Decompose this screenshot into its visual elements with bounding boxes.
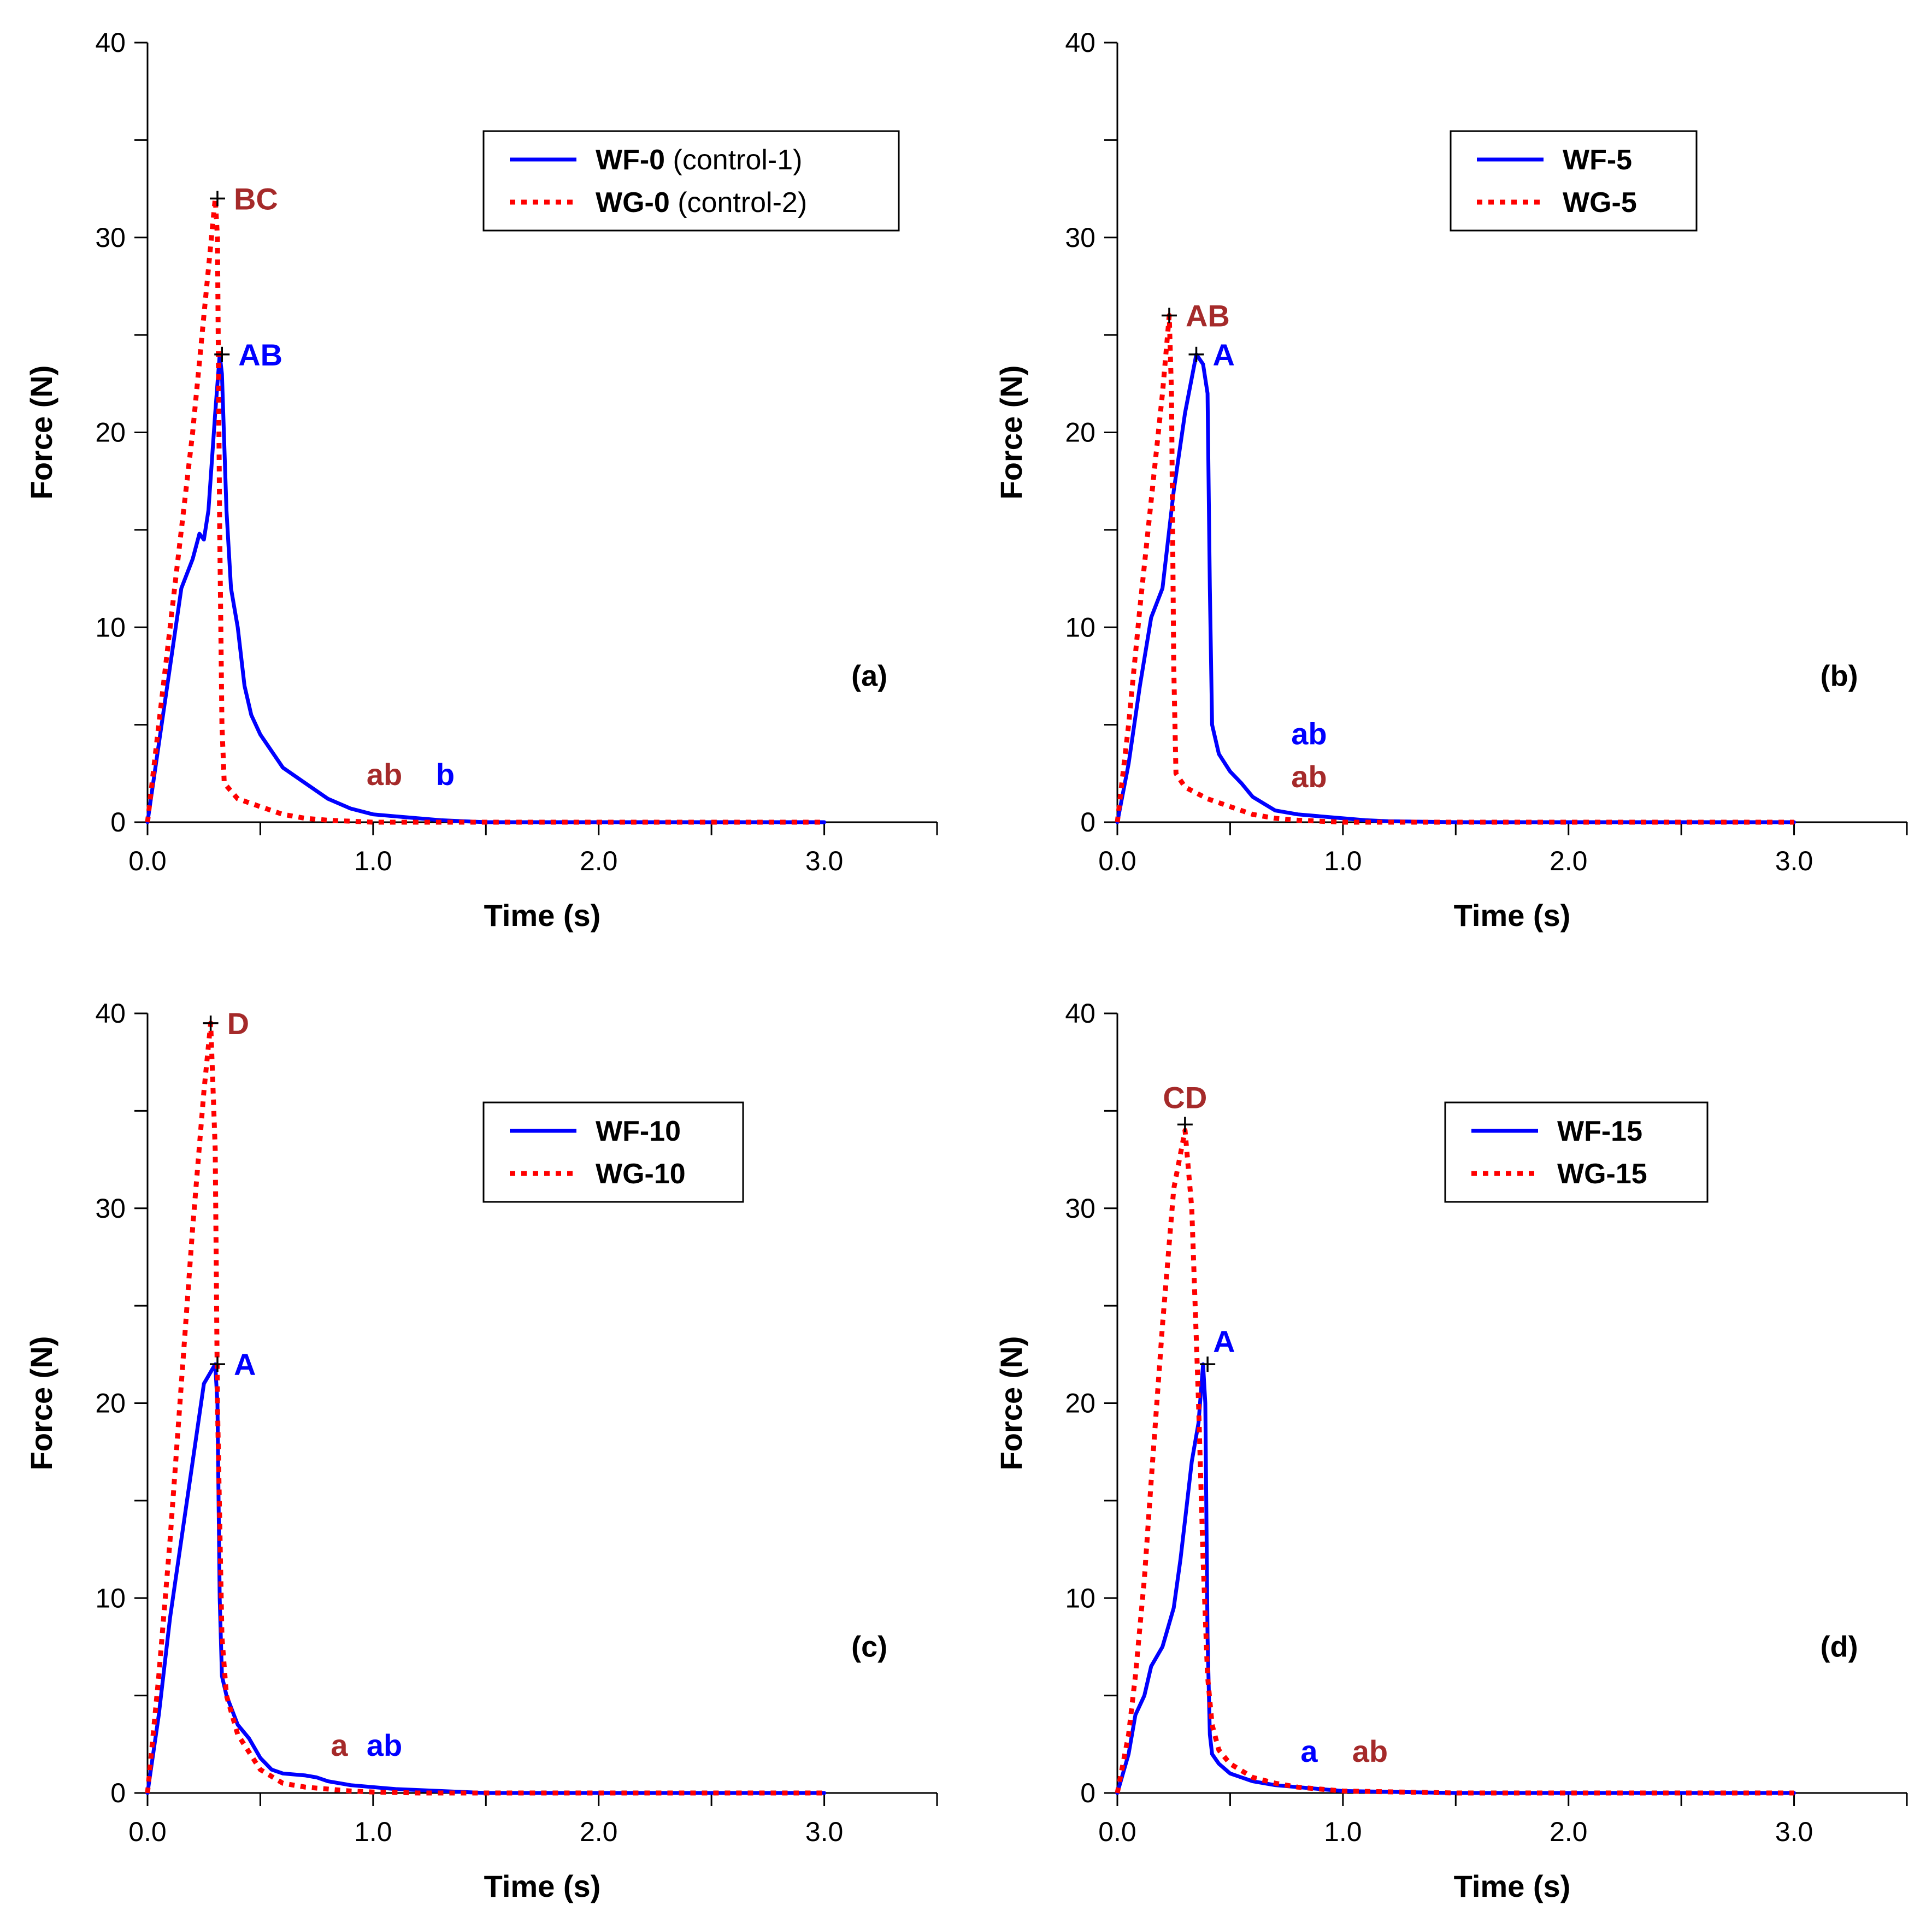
- y-tick-label: 20: [1065, 417, 1095, 448]
- x-tick-label: 3.0: [1775, 846, 1813, 876]
- significance-letter-label: ab: [367, 757, 402, 792]
- series-line-wf-10: [145, 1362, 827, 1795]
- x-tick-label: 0.0: [1098, 846, 1136, 876]
- peak-letter-label: AB: [1186, 298, 1230, 333]
- significance-letter-label: ab: [367, 1728, 402, 1762]
- y-tick-label: 30: [95, 1193, 126, 1224]
- series-line-wg-15: [1115, 1128, 1794, 1796]
- legend-box: [482, 130, 900, 232]
- x-axis-title: Time (s): [1454, 898, 1571, 933]
- panel-label: (d): [1821, 1630, 1858, 1663]
- panel-label: (a): [851, 659, 887, 692]
- legend: WF-0 (control-1) WG-0 (control-2): [482, 130, 900, 232]
- y-tick-label: 0: [110, 1778, 126, 1808]
- y-tick-label: 20: [95, 1388, 126, 1419]
- peak-letter-label: A: [234, 1347, 256, 1382]
- legend-label: WG-10: [596, 1158, 686, 1190]
- y-axis-title: Force (N): [994, 365, 1028, 500]
- x-tick-label: 2.0: [580, 846, 618, 876]
- series-line-wg-5: [1115, 312, 1794, 825]
- peak-letter-label: A: [1213, 338, 1235, 372]
- legend-label: WG-0 (control-2): [596, 187, 807, 219]
- x-tick-label: 0.0: [128, 1816, 167, 1847]
- y-tick-label: 30: [1065, 222, 1095, 253]
- y-tick-label: 0: [1080, 1778, 1095, 1808]
- y-tick-label: 10: [95, 1583, 126, 1613]
- y-tick-label: 0: [1080, 807, 1095, 837]
- series-line-wf-5: [1115, 352, 1796, 824]
- y-tick-label: 30: [1065, 1193, 1095, 1224]
- panel-label: (b): [1821, 659, 1858, 692]
- significance-letter-label: ab: [1291, 716, 1327, 751]
- series-line-wg-10: [145, 1021, 824, 1796]
- y-axis-title: Force (N): [24, 365, 58, 500]
- legend-label: WF-0 (control-1): [596, 144, 803, 176]
- series-line-wg-0: [145, 196, 824, 825]
- x-tick-label: 0.0: [1098, 1816, 1136, 1847]
- y-tick-label: 20: [95, 417, 126, 448]
- x-axis-title: Time (s): [1454, 1869, 1571, 1903]
- x-tick-label: 0.0: [128, 846, 167, 876]
- x-axis-title: Time (s): [484, 1869, 601, 1903]
- significance-letter-label: a: [1300, 1734, 1318, 1768]
- x-tick-label: 1.0: [1324, 846, 1362, 876]
- x-tick-label: 3.0: [805, 846, 844, 876]
- peak-letter-label: CD: [1163, 1080, 1207, 1114]
- legend-label: WG-5: [1563, 187, 1637, 219]
- legend: WF-5 WG-5: [1450, 130, 1698, 232]
- y-tick-label: 10: [1065, 1583, 1095, 1613]
- x-tick-label: 1.0: [1324, 1816, 1362, 1847]
- panel-d: 0 10 20 30 40 0.0 1.0 2.0 3.0 Time (s) Force (N) CD…: [994, 998, 1908, 1903]
- y-tick-label: 40: [1065, 27, 1095, 58]
- x-tick-label: 1.0: [354, 846, 392, 876]
- y-tick-label: 40: [95, 27, 126, 58]
- y-tick-label: 40: [1065, 998, 1095, 1029]
- significance-letter-label: a: [331, 1728, 348, 1762]
- peak-letter-label: AB: [238, 338, 282, 372]
- peak-letter-label: A: [1213, 1324, 1235, 1359]
- x-tick-label: 3.0: [805, 1816, 844, 1847]
- significance-letter-label: b: [436, 757, 455, 792]
- x-tick-label: 2.0: [1550, 1816, 1588, 1847]
- peak-letter-label: BC: [234, 181, 278, 216]
- legend-label: WG-15: [1557, 1158, 1647, 1190]
- x-axis-title: Time (s): [484, 898, 601, 933]
- y-tick-label: 20: [1065, 1388, 1095, 1419]
- legend: WF-10 WG-10: [482, 1101, 744, 1203]
- y-tick-label: 10: [1065, 612, 1095, 642]
- series-line-wf-15: [1115, 1362, 1796, 1795]
- series-line-wf-0: [145, 352, 827, 824]
- legend-box: [1444, 1101, 1709, 1203]
- y-tick-label: 30: [95, 222, 126, 253]
- legend: WF-15 WG-15: [1444, 1101, 1709, 1203]
- significance-letter-label: ab: [1291, 759, 1327, 794]
- legend-label: WF-15: [1557, 1116, 1642, 1147]
- legend-label: WF-5: [1563, 144, 1632, 176]
- panel-c: 0 10 20 30 40 0.0 1.0 2.0 3.0 Time (s) Force (N) D A…: [24, 998, 938, 1903]
- legend-box: [1450, 130, 1698, 232]
- legend-label: WF-10: [596, 1116, 681, 1147]
- peak-letter-label: D: [227, 1006, 249, 1041]
- panel-label: (c): [851, 1630, 887, 1663]
- significance-letter-label: ab: [1352, 1734, 1388, 1768]
- legend-box: [482, 1101, 744, 1203]
- y-tick-label: 10: [95, 612, 126, 642]
- panel-b: 0 10 20 30 40 0.0 1.0 2.0 3.0 Time (s) Force (N) AB…: [994, 27, 1908, 933]
- y-axis-title: Force (N): [24, 1336, 58, 1471]
- x-tick-label: 3.0: [1775, 1816, 1813, 1847]
- x-tick-label: 2.0: [580, 1816, 618, 1847]
- y-axis-title: Force (N): [994, 1336, 1028, 1471]
- x-tick-label: 2.0: [1550, 846, 1588, 876]
- y-tick-label: 40: [95, 998, 126, 1029]
- panel-a: 0 10 20 30 40 0.0 1.0 2.0 3.0 Time (s) Force (N) BC…: [24, 27, 938, 933]
- x-tick-label: 1.0: [354, 1816, 392, 1847]
- y-tick-label: 0: [110, 807, 126, 837]
